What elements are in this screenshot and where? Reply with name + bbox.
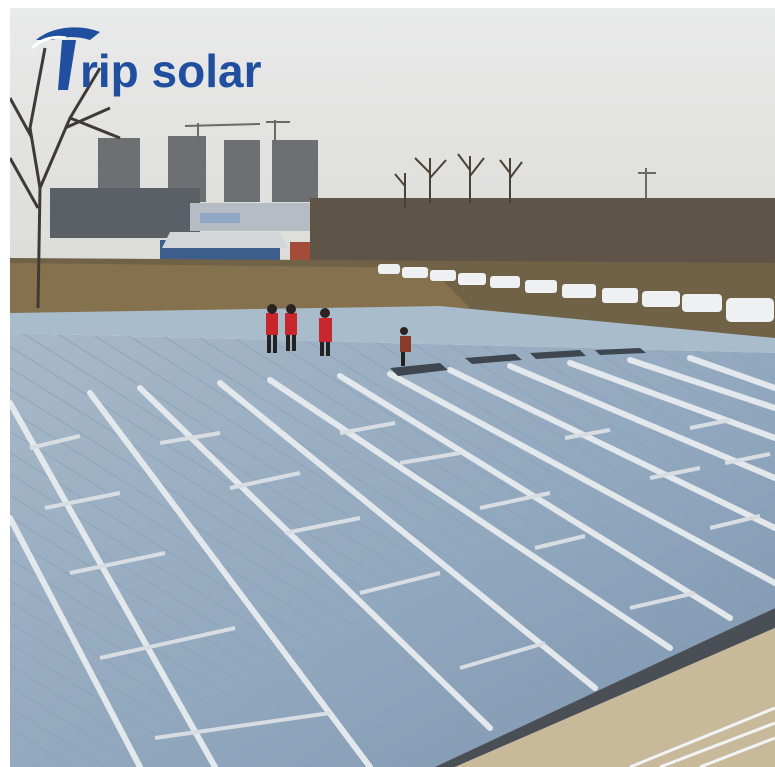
tree-line [310, 198, 775, 268]
tree-icon [394, 153, 523, 208]
logo-wordmark: rip solar [80, 45, 262, 97]
worker-icon [266, 304, 278, 353]
photo-frame: rip solar [10, 8, 775, 767]
city-skyline [98, 136, 318, 202]
lower-roof [455, 628, 775, 767]
roof-skylights [390, 348, 646, 376]
roof-edge [435, 608, 775, 767]
logo-mark-icon [32, 27, 100, 90]
roof-parapet [10, 306, 775, 353]
rooftop-solar-photo [10, 8, 775, 767]
solar-cross-members [29, 418, 771, 740]
building [50, 188, 200, 238]
crane-icon [184, 120, 656, 198]
worker-icon [319, 308, 332, 356]
worker-icon [285, 304, 297, 351]
tree-icon [10, 47, 121, 309]
worker-icon [400, 327, 411, 366]
car-icon [378, 264, 774, 322]
trip-solar-logo: rip solar [32, 18, 332, 98]
